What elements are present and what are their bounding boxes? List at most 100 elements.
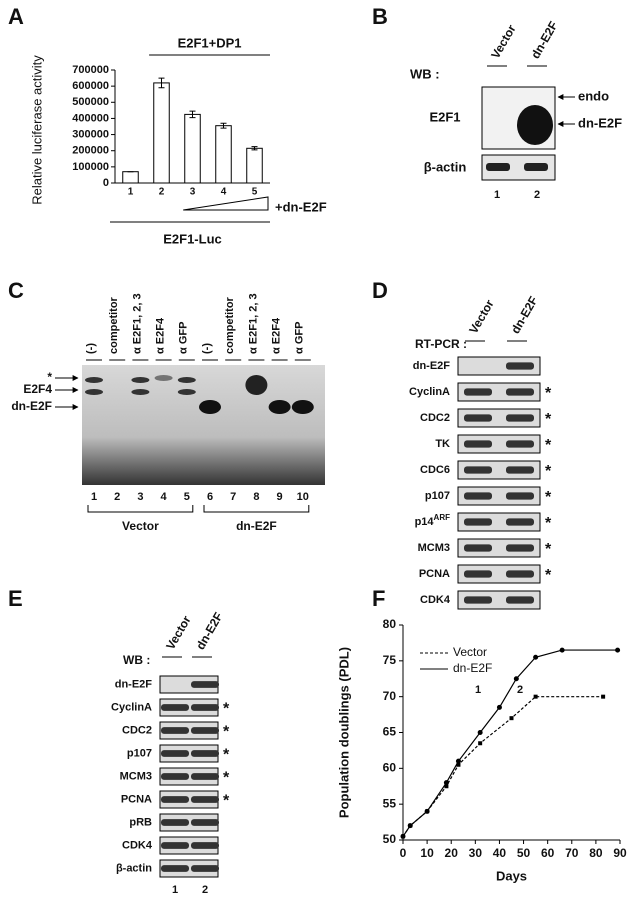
y-tick-label: 300000 [72,128,109,140]
lane-label: competitor [224,296,236,354]
y-axis-label: Relative luciferase activity [29,55,44,205]
row-label-text: p107 [127,747,152,759]
lane-number: 3 [137,491,143,503]
lane-label: dn-E2F [193,610,225,652]
band [506,362,534,370]
lane-label: Vector [163,613,194,652]
error-bar [251,146,258,151]
x-tick-label: 30 [469,846,483,860]
significance-mark: * [545,515,552,532]
error-bar [189,110,196,119]
row-label: MCM3 [120,770,152,782]
row-label-text: CyclinA [111,701,152,713]
bar [215,125,232,184]
lane-number: 2 [534,189,540,201]
band [177,377,196,383]
point [407,823,413,829]
x-tick-label: 60 [541,846,555,860]
point [455,758,461,764]
band [191,727,219,734]
series-line [402,649,618,837]
lane-label: α GFP [178,322,190,354]
x-tick-label: 50 [517,846,531,860]
bar [153,82,170,184]
y-tick-label: 700000 [72,64,109,76]
y-tick-label: 65 [383,725,397,739]
band [506,596,534,604]
method-label: RT-PCR : [415,337,467,351]
lane-number: 1 [172,884,178,896]
row-label: p14ARF [415,513,451,528]
marker-label: dn-E2F [11,399,52,413]
x-tick-label: 3 [190,187,196,198]
x-tick-label: 20 [445,846,459,860]
y-tick-label: 200000 [72,145,109,157]
bar [246,147,263,184]
significance-mark: * [223,724,230,741]
lane-label: (-) [201,343,213,354]
gel [82,365,325,485]
blot-strip [457,382,541,402]
lane-number: 2 [517,684,523,696]
annotation: E2F1+DP1 [178,35,242,50]
band [245,375,268,395]
point [456,762,461,767]
row-label-text: dn-E2F [115,678,153,690]
panel-label: D [372,278,388,303]
significance-mark: * [545,489,552,506]
band [506,466,534,474]
row-label: p107 [425,490,450,502]
significance-mark: * [545,437,552,454]
row-label-text: CDC6 [420,464,450,476]
y-tick-label: 75 [383,653,397,667]
point [559,647,565,653]
annotation: E2F1-Luc [163,231,222,246]
row-label: MCM3 [418,542,450,554]
x-tick-label: 10 [420,846,434,860]
point [533,694,538,699]
lane-label: α E2F4 [155,317,167,354]
point [477,730,483,735]
band [191,773,219,780]
y-tick-label: 600000 [72,80,109,92]
row-label: β-actin [424,159,467,174]
x-tick-label: 70 [565,846,579,860]
significance-mark: * [545,567,552,584]
band [506,440,534,448]
row-label-text: p14 [415,516,435,528]
band [161,842,189,849]
blot-strip [457,486,541,506]
x-tick-label: 2 [159,187,165,198]
dose-triangle [183,196,269,211]
arrow-label: endo [578,88,609,103]
row-label: CDK4 [420,594,451,606]
panel-label: C [8,278,24,303]
band [131,389,150,395]
lane-number: 4 [161,491,168,503]
point [444,784,449,789]
band [486,163,510,171]
lane-label: α E2F1, 2, 3 [131,293,143,354]
band [291,400,314,414]
blot-strip [457,408,541,428]
lane-label: Vector [466,297,497,336]
row-label-text: pRB [129,816,152,828]
lane-number: 7 [230,491,236,503]
band [161,704,189,711]
row-label-text: p107 [425,490,450,502]
row-label: PCNA [419,568,450,580]
y-tick-label: 50 [383,832,397,846]
x-tick-label: 4 [221,187,227,198]
band [464,518,492,526]
row-label: p107 [127,747,152,759]
band [161,727,189,734]
band [191,681,219,688]
legend-label: dn-E2F [453,661,492,675]
x-axis-label: Days [496,868,527,883]
row-label: CDC6 [420,464,450,476]
annotation: +dn-E2F [275,199,327,214]
blot-strip [457,356,541,376]
band [161,819,189,826]
point [601,694,606,699]
